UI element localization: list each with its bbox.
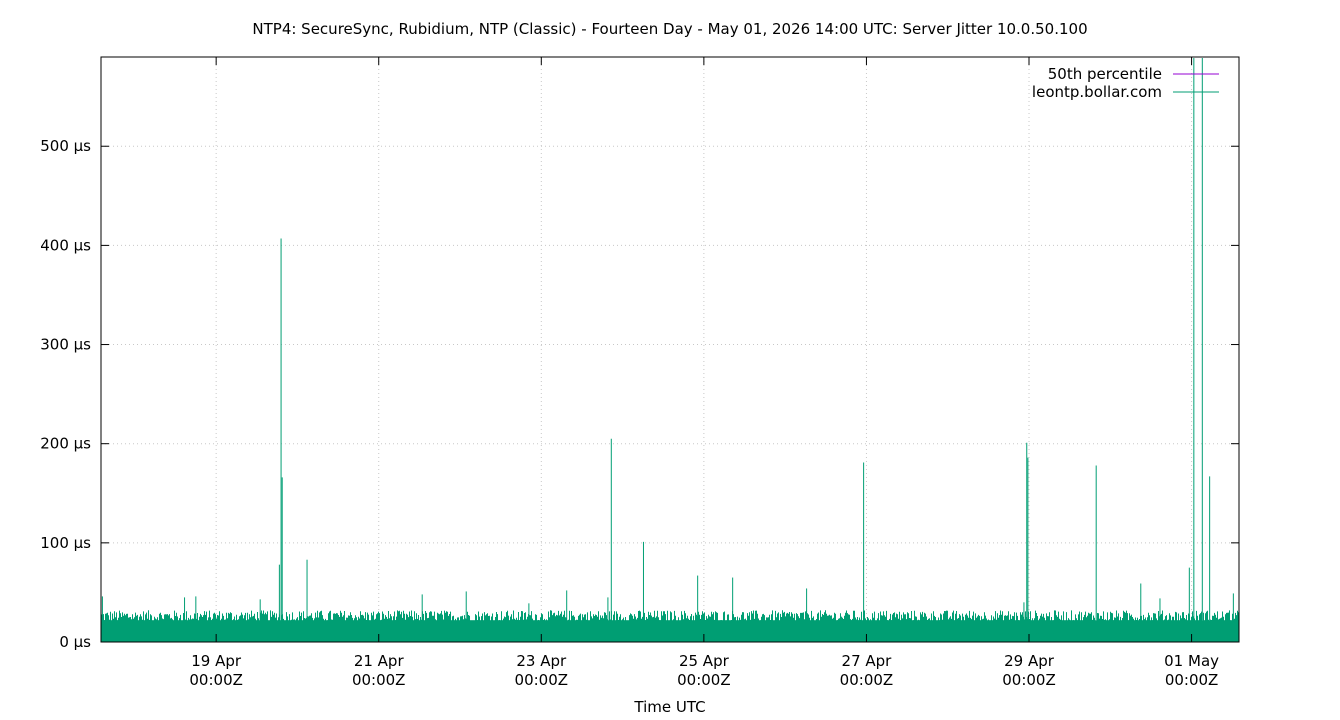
x-tick-label-date: 21 Apr <box>354 652 405 670</box>
plot-frame <box>100 56 1240 643</box>
legend: 50th percentile leontp.bollar.com <box>1032 65 1219 101</box>
x-tick-label-time: 00:00Z <box>840 671 894 689</box>
legend-label-leontp-bollar-com: leontp.bollar.com <box>1032 83 1162 101</box>
series-leontp-bollar-com <box>101 58 1234 621</box>
y-axis: 0 µs 100 µs 200 µs 300 µs 400 µs 500 µs <box>40 137 1239 651</box>
y-tick-label: 300 µs <box>40 336 91 354</box>
y-tick-label: 200 µs <box>40 435 91 453</box>
x-tick-label-time: 00:00Z <box>1165 671 1219 689</box>
x-tick-label-date: 19 Apr <box>191 652 242 670</box>
baseline-noise-band <box>101 610 1239 642</box>
x-tick-label-time: 00:00Z <box>677 671 731 689</box>
y-tick-label: 500 µs <box>40 137 91 155</box>
x-tick-label-time: 00:00Z <box>352 671 406 689</box>
x-tick-label-date: 25 Apr <box>679 652 730 670</box>
y-tick-label: 400 µs <box>40 236 91 254</box>
legend-label-50th-percentile: 50th percentile <box>1048 65 1162 83</box>
x-axis-label: Time UTC <box>633 698 705 716</box>
x-tick-label-time: 00:00Z <box>515 671 569 689</box>
x-tick-label-time: 00:00Z <box>189 671 243 689</box>
grid-lines <box>101 57 1239 642</box>
x-tick-label-date: 27 Apr <box>842 652 893 670</box>
y-tick-label: 0 µs <box>59 633 91 651</box>
y-tick-label: 100 µs <box>40 534 91 552</box>
x-tick-label-date: 01 May <box>1164 652 1219 670</box>
x-tick-label-date: 23 Apr <box>516 652 567 670</box>
x-tick-label-date: 29 Apr <box>1004 652 1055 670</box>
x-tick-label-time: 00:00Z <box>1002 671 1056 689</box>
chart-title: NTP4: SecureSync, Rubidium, NTP (Classic… <box>252 20 1087 38</box>
